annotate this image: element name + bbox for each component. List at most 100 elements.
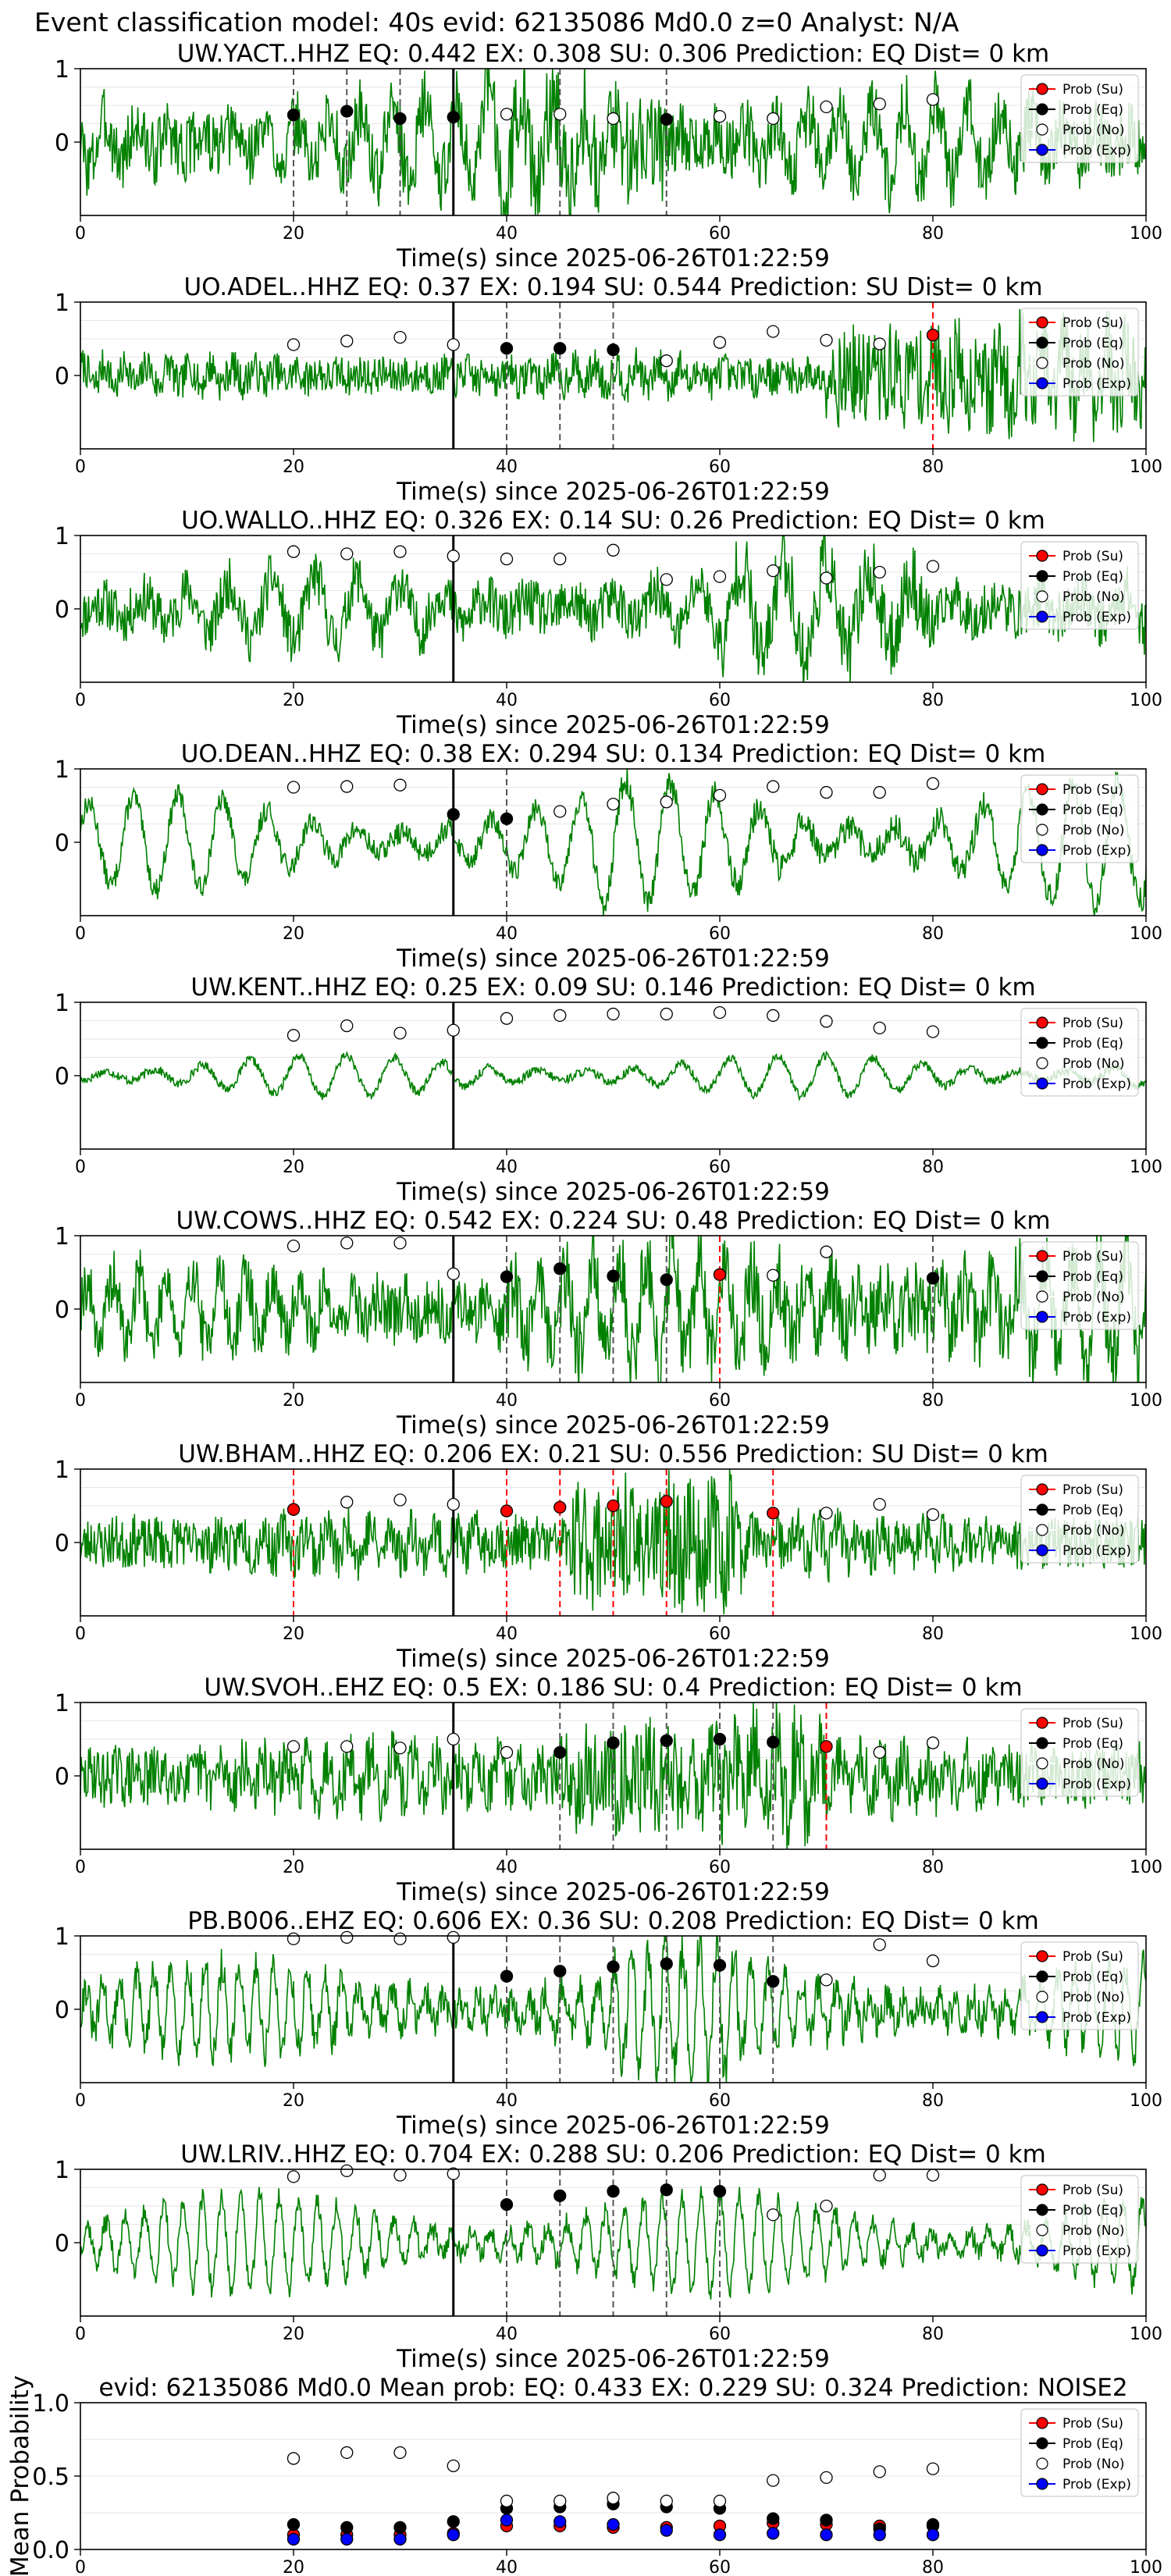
legend-label: Prob (Eq) xyxy=(1062,336,1123,351)
legend-marker xyxy=(1036,1524,1048,1536)
y-tick-label: 1 xyxy=(55,2157,69,2184)
prob-point-no xyxy=(500,1012,514,1025)
legend-marker xyxy=(1036,1737,1048,1749)
panel-title: UW.BHAM..HHZ EQ: 0.206 EX: 0.21 SU: 0.55… xyxy=(178,1440,1048,1468)
prob-point-no xyxy=(340,334,354,347)
x-tick-label: 40 xyxy=(496,2325,518,2344)
legend-marker xyxy=(1036,1290,1048,1303)
y-tick-label: 1 xyxy=(55,1690,69,1717)
legend-marker xyxy=(1036,1717,1048,1729)
x-tick-label: 40 xyxy=(496,924,518,944)
legend-box xyxy=(1020,1475,1139,1564)
prob-point-eq xyxy=(607,1736,620,1749)
legend-marker xyxy=(1036,1057,1048,1069)
mean-point-no xyxy=(500,2494,514,2508)
prob-point-eq xyxy=(607,1960,620,1973)
x-tick-label: 60 xyxy=(709,1858,731,1877)
prob-point-no xyxy=(393,1493,407,1507)
y-tick-label: 0.5 xyxy=(32,2464,69,2491)
legend-marker xyxy=(1036,1757,1048,1770)
x-tick-label: 20 xyxy=(283,2325,304,2344)
mean-point-exp xyxy=(553,2515,567,2528)
panels: UW.YACT..HHZ EQ: 0.442 EX: 0.308 SU: 0.3… xyxy=(6,40,1162,2576)
prob-point-no xyxy=(607,543,620,557)
legend-marker xyxy=(1036,2224,1048,2236)
legend-box xyxy=(1020,1941,1139,2030)
mean-point-eq xyxy=(767,2512,780,2525)
legend-label: Prob (Exp) xyxy=(1062,376,1131,392)
prob-point-eq xyxy=(447,110,460,124)
mean-point-no xyxy=(713,2494,727,2508)
legend-label: Prob (Su) xyxy=(1062,549,1123,564)
y-tick-label: 1 xyxy=(55,990,69,1017)
y-tick-label: 1 xyxy=(55,1457,69,1484)
prob-point-no xyxy=(393,1026,407,1040)
mean-point-no xyxy=(553,2494,567,2508)
y-tick-label: 0 xyxy=(55,1763,69,1791)
prob-point-no xyxy=(873,565,886,579)
legend-label: Prob (Exp) xyxy=(1062,2243,1131,2259)
legend: Prob (Su) Prob (Eq) Prob (No) Prob (Exp) xyxy=(1020,74,1139,163)
prob-point-su xyxy=(767,1507,780,1520)
x-tick-label: 0 xyxy=(75,224,86,244)
legend-box xyxy=(1020,774,1139,863)
y-tick-label: 0 xyxy=(55,1530,69,1557)
panel-6: UW.BHAM..HHZ EQ: 0.206 EX: 0.21 SU: 0.55… xyxy=(55,1440,1162,1673)
mean-point-no xyxy=(393,2446,407,2460)
prob-point-eq xyxy=(500,812,514,826)
prob-point-no xyxy=(500,108,514,121)
prob-point-no xyxy=(607,112,620,126)
prob-point-no xyxy=(340,1236,354,1250)
prob-point-no xyxy=(767,2208,780,2222)
x-tick-label: 40 xyxy=(496,1158,518,1177)
legend-marker xyxy=(1036,1777,1048,1790)
x-tick-label: 0 xyxy=(75,924,86,944)
legend-marker xyxy=(1036,2204,1048,2216)
mean-point-eq xyxy=(447,2515,460,2528)
legend-label: Prob (Su) xyxy=(1062,1016,1123,1031)
x-tick-label: 60 xyxy=(709,457,731,477)
prob-point-no xyxy=(873,1497,886,1511)
prob-point-no xyxy=(820,2199,833,2213)
legend-marker xyxy=(1036,1991,1048,2003)
x-tick-label: 80 xyxy=(922,224,944,244)
prob-point-no xyxy=(873,1021,886,1035)
legend-marker xyxy=(1036,2244,1048,2257)
legend-label: Prob (No) xyxy=(1062,356,1125,372)
prob-point-no xyxy=(447,1023,460,1037)
prob-point-no xyxy=(500,1745,514,1759)
legend-label: Prob (Eq) xyxy=(1062,1036,1123,1051)
legend-marker xyxy=(1036,1311,1048,1323)
x-tick-label: 20 xyxy=(283,224,304,244)
legend-label: Prob (Su) xyxy=(1062,2416,1123,2432)
panel-9: UW.LRIV..HHZ EQ: 0.704 EX: 0.288 SU: 0.2… xyxy=(55,2140,1162,2373)
mean-point-exp xyxy=(447,2528,460,2542)
figure-title: Event classification model: 40s evid: 62… xyxy=(34,7,959,37)
prob-point-no xyxy=(447,2167,460,2180)
legend-label: Prob (Su) xyxy=(1062,315,1123,331)
prob-point-no xyxy=(873,1938,886,1952)
legend-box xyxy=(1020,541,1139,630)
x-axis-label: Time(s) since 2025-06-26T01:22:59 xyxy=(396,2345,830,2373)
y-tick-label: 1 xyxy=(55,523,69,550)
prob-point-no xyxy=(393,545,407,558)
legend-marker xyxy=(1036,1483,1048,1496)
panel-title: UO.WALLO..HHZ EQ: 0.326 EX: 0.14 SU: 0.2… xyxy=(181,507,1045,535)
legend-label: Prob (Su) xyxy=(1062,1716,1123,1731)
prob-point-eq xyxy=(767,1975,780,1988)
panel-title: UW.YACT..HHZ EQ: 0.442 EX: 0.308 SU: 0.3… xyxy=(177,40,1050,68)
prob-point-no xyxy=(713,788,727,802)
x-tick-label: 60 xyxy=(709,2558,731,2576)
prob-point-no xyxy=(820,1973,833,1987)
y-tick-label: 1 xyxy=(55,756,69,784)
prob-point-eq xyxy=(607,1269,620,1283)
x-tick-label: 0 xyxy=(75,2558,86,2576)
legend-marker xyxy=(1036,357,1048,369)
legend-label: Prob (Su) xyxy=(1062,82,1123,98)
prob-point-no xyxy=(287,338,301,351)
mean-point-exp xyxy=(500,2514,514,2527)
x-axis-label: Time(s) since 2025-06-26T01:22:59 xyxy=(396,1645,830,1673)
mean-point-exp xyxy=(926,2528,940,2542)
x-tick-label: 20 xyxy=(283,1624,304,1644)
